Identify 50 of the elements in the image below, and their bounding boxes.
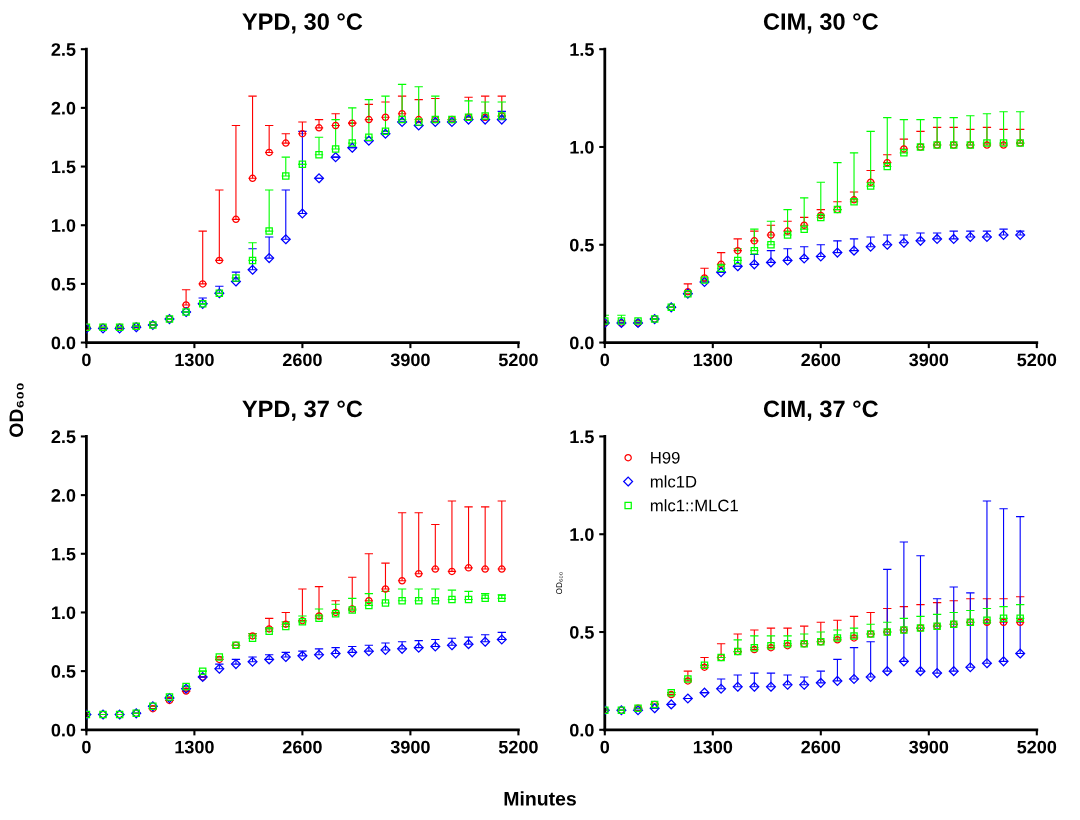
y-tick-label: 0.0 (51, 336, 76, 350)
y-tick-label: 2.5 (51, 430, 76, 444)
y-tick-label: 0.0 (570, 336, 594, 350)
y-tick-label: 1.0 (52, 219, 76, 232)
y-tick-label: 1.5 (52, 160, 76, 174)
y-tick-label: 1.5 (52, 547, 76, 561)
x-tick-label: 5200 (1017, 740, 1057, 754)
y-axis-title: OD₆₀₀ (9, 383, 24, 437)
x-tick-label: 0 (82, 740, 91, 754)
y-tick-label: 0.5 (51, 277, 76, 291)
chart-title: YPD, 37 °C (242, 400, 363, 421)
y-axis-title: OD₆₀₀ (556, 572, 563, 595)
y-tick-label: 0.0 (51, 723, 76, 737)
y-tick-label: 1.5 (570, 43, 594, 56)
chart-title: CIM, 37 °C (763, 400, 879, 421)
y-tick-label: 0.5 (570, 238, 594, 252)
legend-label: mlc1::MLC1 (650, 499, 738, 512)
y-tick-label: 2.0 (51, 489, 76, 502)
x-tick-label: 2600 (801, 353, 841, 367)
y-tick-label: 0.0 (570, 723, 594, 737)
x-tick-label: 0 (82, 353, 91, 367)
x-tick-label: 3900 (909, 740, 949, 754)
legend-label: mlc1D (650, 475, 697, 488)
chart-title: CIM, 30 °C (763, 13, 879, 34)
x-tick-label: 5200 (498, 353, 538, 367)
y-tick-label: 1.0 (570, 140, 594, 154)
x-tick-label: 3900 (909, 353, 949, 367)
x-axis-title: Minutes (504, 791, 576, 806)
y-tick-label: 0.5 (51, 665, 76, 678)
x-tick-label: 5200 (1017, 353, 1057, 367)
x-tick-label: 1300 (693, 353, 733, 367)
legend-label: H99 (651, 451, 680, 464)
y-tick-label: 0.5 (570, 625, 594, 639)
x-tick-label: 5200 (498, 740, 538, 754)
x-tick-label: 0 (600, 740, 610, 754)
x-tick-label: 2600 (801, 740, 841, 754)
x-tick-label: 0 (600, 353, 610, 367)
y-tick-label: 2.5 (51, 43, 76, 56)
y-tick-label: 1.0 (52, 606, 76, 620)
y-tick-label: 1.0 (570, 528, 594, 541)
x-tick-label: 2600 (282, 353, 322, 367)
y-tick-label: 1.5 (570, 430, 594, 444)
x-tick-label: 2600 (282, 740, 322, 754)
x-tick-label: 3900 (390, 353, 430, 367)
x-tick-label: 3900 (390, 740, 430, 754)
x-tick-label: 1300 (693, 740, 733, 754)
x-tick-label: 1300 (175, 740, 214, 754)
x-tick-label: 1300 (175, 353, 214, 367)
y-tick-label: 2.0 (51, 101, 76, 115)
chart-title: YPD, 30 °C (242, 13, 363, 34)
